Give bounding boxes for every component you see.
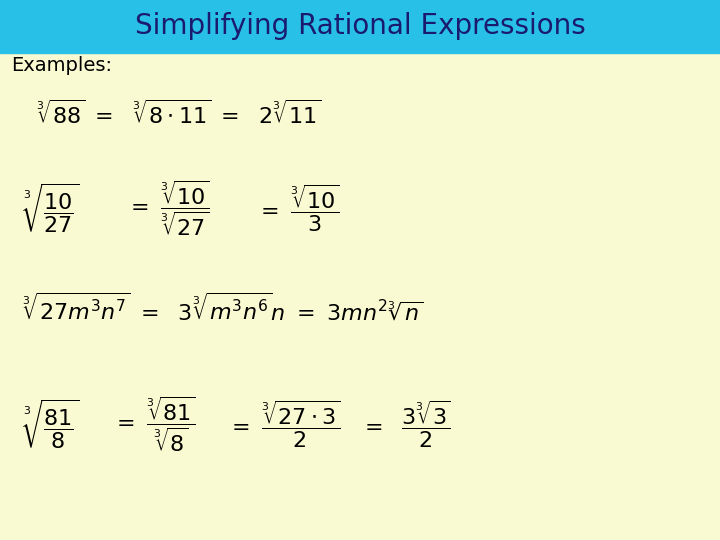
Text: $=\ \ \dfrac{3\sqrt[3]{3}}{2}$: $=\ \ \dfrac{3\sqrt[3]{3}}{2}$ (360, 399, 451, 449)
Text: $=\ \dfrac{\sqrt[3]{27 \cdot 3}}{2}$: $=\ \dfrac{\sqrt[3]{27 \cdot 3}}{2}$ (227, 399, 341, 449)
Text: $\sqrt[3]{88}\ =\ \ \sqrt[3]{8 \cdot 11}\ =\ \ 2\sqrt[3]{11}$: $\sqrt[3]{88}\ =\ \ \sqrt[3]{8 \cdot 11}… (36, 99, 322, 127)
Text: $\sqrt[3]{27m^3n^7}\ =\ \ 3\sqrt[3]{m^3n^6}n\ =\ 3mn^2\sqrt[3]{n}$: $\sqrt[3]{27m^3n^7}\ =\ \ 3\sqrt[3]{m^3n… (22, 292, 423, 324)
Text: Examples:: Examples: (11, 56, 112, 76)
Text: $\sqrt[3]{\dfrac{81}{8}}$: $\sqrt[3]{\dfrac{81}{8}}$ (22, 397, 79, 450)
Text: $=\ \dfrac{\sqrt[3]{10}}{\sqrt[3]{27}}$: $=\ \dfrac{\sqrt[3]{10}}{\sqrt[3]{27}}$ (126, 178, 210, 238)
Text: Simplifying Rational Expressions: Simplifying Rational Expressions (135, 12, 585, 40)
Text: $\sqrt[3]{\dfrac{10}{27}}$: $\sqrt[3]{\dfrac{10}{27}}$ (22, 181, 79, 234)
Bar (0, 0, 720, 53)
Text: $=\ \dfrac{\sqrt[3]{10}}{3}$: $=\ \dfrac{\sqrt[3]{10}}{3}$ (256, 183, 339, 233)
Text: $=\ \dfrac{\sqrt[3]{81}}{\sqrt[3]{8}}$: $=\ \dfrac{\sqrt[3]{81}}{\sqrt[3]{8}}$ (112, 394, 195, 454)
